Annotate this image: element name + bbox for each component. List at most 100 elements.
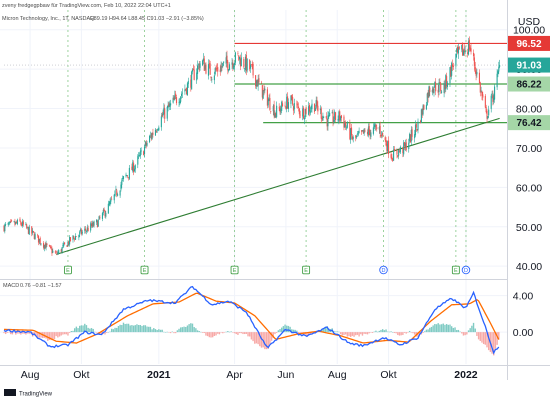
candle-body: [239, 58, 242, 67]
macd-histogram-bar: [4, 332, 7, 335]
candle-body: [157, 129, 159, 130]
macd-histogram-bar: [289, 326, 291, 333]
price-badges: 96.52 91.03 86.22 76.42: [508, 35, 550, 131]
macd-histogram-bar: [459, 331, 461, 333]
event-badge-E[interactable]: E: [64, 265, 72, 275]
candle-body: [184, 89, 186, 92]
candle-body: [457, 47, 459, 54]
candle-body: [239, 56, 241, 60]
candle-body: [414, 134, 416, 139]
candle-body: [132, 162, 134, 171]
candle-body: [340, 115, 342, 119]
macd-histogram-bar: [233, 332, 236, 334]
candle-body: [485, 106, 487, 113]
event-badge-D[interactable]: D: [461, 265, 471, 275]
event-badge-D[interactable]: D: [379, 265, 388, 275]
macd-histogram-bar: [430, 326, 433, 333]
time-axis[interactable]: Aug Okt 2021 Apr Jun Aug Okt 2022: [21, 369, 478, 381]
macd-histogram-bar: [252, 332, 254, 342]
candle-body: [210, 76, 212, 79]
candle-body: [138, 155, 140, 156]
macd-histogram-bar: [429, 327, 431, 333]
time-tick-label: Okt: [73, 369, 89, 381]
event-badge-E[interactable]: E: [451, 265, 460, 275]
trendline-group[interactable]: [56, 117, 500, 255]
macd-histogram-bar: [80, 325, 83, 333]
candle-body: [8, 223, 10, 225]
candle-body: [92, 223, 94, 227]
price-tick-label: 70.00: [516, 143, 542, 155]
macd-histogram-bar: [109, 331, 111, 333]
candle-body: [492, 95, 494, 102]
candle-body: [414, 124, 417, 136]
macd-histogram-bar: [339, 332, 342, 335]
macd-histogram-bar: [294, 329, 296, 333]
earnings-badge-icon: [302, 265, 311, 275]
macd-histogram-bar: [260, 332, 263, 348]
event-badge-label: E: [454, 268, 458, 274]
candle-body: [146, 142, 148, 146]
event-badge-E[interactable]: E: [230, 265, 239, 275]
candle-body: [405, 142, 407, 150]
candle-body: [20, 221, 22, 225]
macd-histogram-bar: [18, 332, 20, 334]
candle-body: [57, 252, 59, 254]
macd-histogram-bar: [208, 332, 211, 338]
candle-body: [467, 41, 470, 55]
candle-body: [25, 224, 27, 225]
candle-body: [298, 108, 300, 115]
candle-body: [293, 103, 295, 110]
candle-body: [372, 127, 374, 134]
macd-histogram-bar: [343, 332, 345, 336]
macd-histogram-bar: [351, 332, 354, 336]
macd-histogram-bar: [40, 332, 42, 338]
candle-body: [370, 132, 372, 137]
candle-body: [361, 130, 363, 132]
candle-body: [250, 64, 252, 69]
macd-histogram-bar: [114, 327, 116, 333]
candle-body: [66, 245, 68, 247]
event-badge-E[interactable]: E: [302, 265, 311, 275]
macd-histogram-bar: [171, 331, 173, 333]
macd-histogram-bar: [408, 330, 411, 333]
logo-text: TradingView: [19, 392, 53, 398]
macd-histogram-bar: [323, 328, 325, 333]
candle-body: [475, 70, 477, 76]
candle-body: [386, 143, 388, 151]
candle-body: [133, 163, 135, 173]
candle-body: [187, 80, 189, 85]
macd-histogram-bar: [361, 332, 364, 336]
candle-body: [399, 146, 401, 153]
macd-histogram-bar: [124, 323, 126, 333]
price-axis[interactable]: 40.0050.0060.0070.0080.0090.00100.004.00…: [513, 25, 545, 339]
tradingview-logo[interactable]: TradingView: [4, 389, 53, 398]
macd-histogram-bar: [450, 326, 453, 333]
macd-histogram-bar: [13, 332, 15, 333]
event-badge-E[interactable]: E: [140, 265, 149, 275]
candle-body: [427, 92, 429, 98]
macd-histogram-bar: [366, 332, 369, 335]
candle-body: [317, 105, 319, 112]
candle-body: [491, 93, 493, 95]
macd-histogram-bar: [104, 332, 106, 335]
candle-body: [270, 110, 272, 112]
candle-body: [249, 59, 251, 70]
macd-histogram-bar: [35, 332, 37, 337]
candle-body: [202, 60, 204, 66]
horizontal-levels[interactable]: [4, 42, 507, 124]
macd-histogram-bar: [90, 328, 93, 333]
last-price-badge-label: 91.03: [516, 61, 541, 72]
macd-histogram-bar: [370, 332, 372, 333]
candle-body: [441, 91, 443, 93]
candle-body: [276, 105, 278, 118]
candle-body: [398, 149, 400, 156]
candle-body: [337, 119, 339, 121]
macd-histogram-bar: [95, 332, 98, 333]
candle-body: [376, 127, 378, 129]
macd-histogram-bar: [193, 327, 195, 333]
candle-body: [225, 57, 227, 64]
candle-body: [344, 123, 346, 128]
candle-body: [163, 107, 165, 115]
